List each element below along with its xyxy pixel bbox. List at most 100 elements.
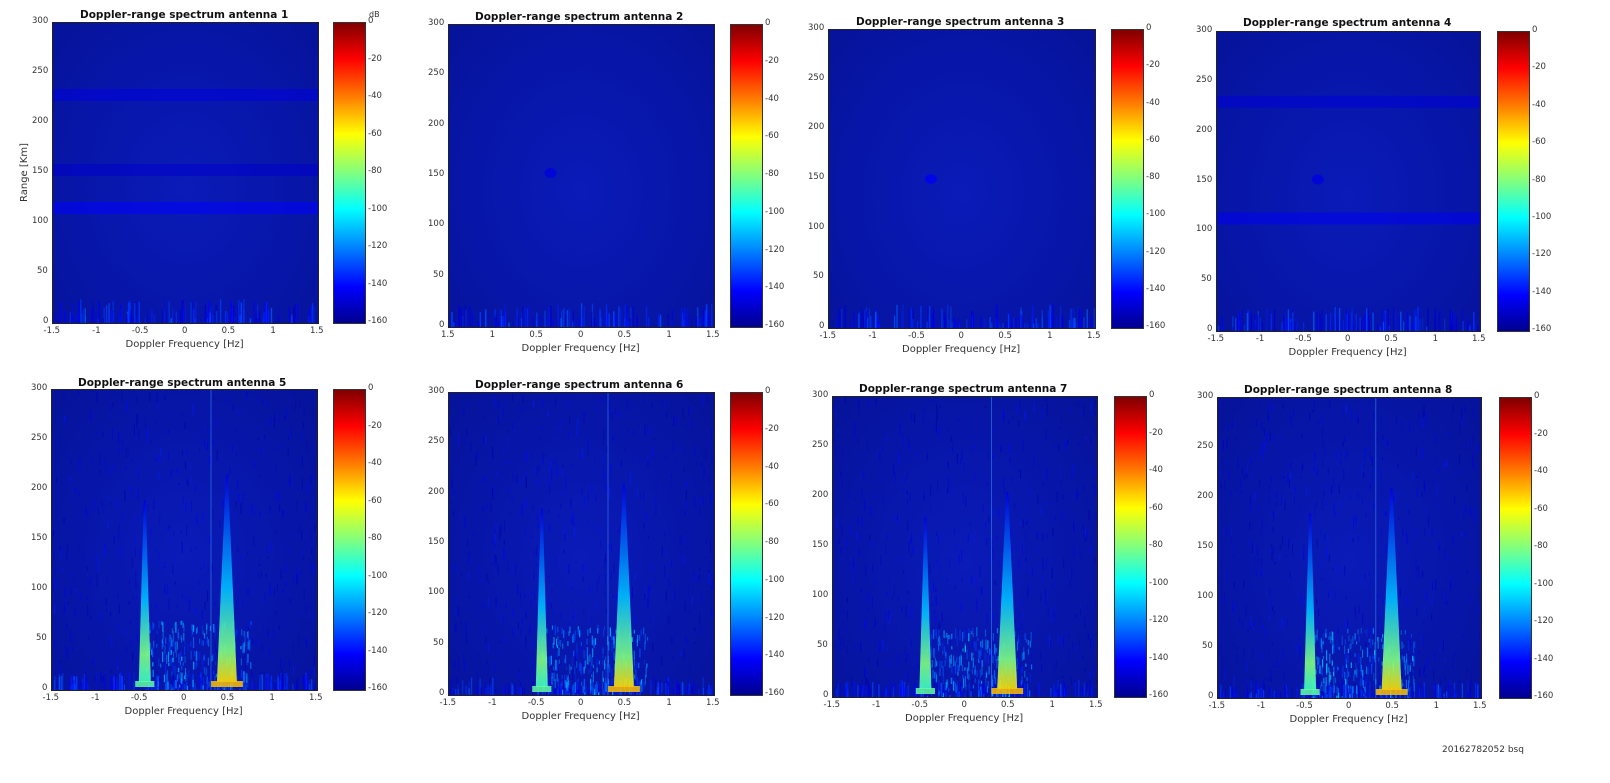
clutter-streak [1339, 308, 1340, 331]
noise-speckle [264, 672, 265, 677]
clutter-streak [508, 323, 509, 328]
clutter-streak [276, 685, 277, 690]
noise-speckle [167, 584, 168, 595]
noise-speckle [1223, 440, 1224, 452]
sea-echo-cloud [996, 659, 997, 669]
clutter-streak [1251, 315, 1252, 331]
sea-echo-cloud [645, 675, 646, 685]
noise-speckle [250, 638, 251, 643]
noise-speckle [538, 465, 539, 472]
sea-echo-cloud [974, 670, 975, 676]
colorbar [1114, 396, 1147, 698]
noise-speckle [635, 615, 636, 624]
noise-speckle [982, 588, 983, 596]
noise-speckle [156, 634, 157, 642]
sea-echo-cloud [1348, 636, 1349, 642]
noise-speckle [664, 565, 665, 577]
clutter-streak [561, 690, 562, 695]
clutter-streak [291, 315, 292, 323]
clutter-streak [588, 689, 589, 695]
noise-speckle [53, 551, 54, 555]
clutter-streak [1296, 325, 1297, 331]
range-band [1217, 96, 1480, 108]
noise-speckle [455, 607, 456, 618]
sea-echo-cloud [968, 633, 969, 641]
clutter-streak [271, 308, 272, 323]
clutter-streak [241, 303, 242, 324]
noise-speckle [1088, 510, 1089, 520]
noise-speckle [1412, 473, 1413, 481]
noise-speckle [687, 638, 688, 646]
clutter-streak [468, 688, 469, 695]
clutter-streak [195, 319, 196, 323]
noise-speckle [606, 609, 607, 613]
noise-speckle [1232, 688, 1233, 695]
noise-speckle [191, 501, 192, 511]
noise-speckle [1218, 578, 1219, 581]
noise-speckle [113, 559, 114, 562]
sea-echo-cloud [985, 639, 986, 649]
noise-speckle [510, 513, 511, 516]
heatmap-plot-area [1216, 31, 1481, 332]
noise-speckle [111, 638, 112, 647]
noise-speckle [1322, 485, 1323, 489]
noise-speckle [106, 599, 107, 606]
noise-speckle [76, 614, 77, 617]
noise-speckle [961, 577, 962, 583]
sea-echo-cloud [557, 636, 558, 640]
noise-speckle [477, 451, 478, 460]
noise-speckle [1003, 478, 1004, 488]
clutter-streak [1414, 310, 1415, 331]
sea-echo-cloud [187, 686, 188, 690]
noise-speckle [54, 604, 55, 614]
noise-speckle [1263, 625, 1264, 628]
noise-speckle [1450, 685, 1451, 691]
noise-speckle [602, 541, 603, 545]
noise-speckle [1436, 459, 1437, 461]
clutter-streak [1453, 690, 1454, 698]
noise-speckle [137, 633, 138, 641]
heatmap-plot-area [1217, 397, 1482, 699]
noise-speckle [199, 448, 200, 453]
clutter-streak [286, 673, 287, 691]
noise-speckle [68, 601, 69, 604]
heatmap-svg [1217, 32, 1480, 331]
x-tick-label: 0.5 [1385, 701, 1399, 711]
noise-speckle [144, 417, 145, 420]
noise-speckle [634, 574, 635, 579]
noise-speckle [1014, 502, 1015, 509]
noise-speckle [846, 629, 847, 631]
sea-echo-cloud [986, 654, 987, 665]
noise-speckle [920, 534, 921, 539]
noise-speckle [1073, 519, 1074, 530]
clutter-streak [1369, 315, 1370, 331]
noise-speckle [1355, 515, 1356, 525]
noise-speckle [492, 539, 493, 544]
sea-echo-cloud [1362, 650, 1363, 658]
sea-echo-cloud [593, 671, 594, 682]
noise-speckle [1364, 675, 1365, 681]
noise-speckle [1291, 462, 1292, 465]
clutter-streak [1075, 681, 1076, 697]
colorbar-tick-label: -100 [1532, 212, 1551, 222]
noise-speckle [1272, 406, 1273, 410]
noise-speckle [195, 485, 196, 494]
noise-speckle [1034, 402, 1035, 413]
noise-speckle [851, 557, 852, 562]
clutter-streak [601, 684, 602, 695]
noise-speckle [239, 410, 240, 417]
noise-speckle [253, 673, 254, 680]
noise-speckle [1042, 482, 1043, 486]
sea-echo-cloud [177, 642, 178, 650]
colorbar-tick-label: -140 [1534, 654, 1553, 664]
noise-speckle [1260, 401, 1261, 405]
noise-speckle [1445, 549, 1446, 560]
colorbar-tick-label: -80 [368, 166, 382, 176]
y-tick-label: 0 [1208, 691, 1213, 701]
noise-speckle [1384, 602, 1385, 604]
noise-speckle [1339, 682, 1340, 692]
clutter-streak [984, 319, 985, 328]
noise-speckle [1290, 463, 1291, 469]
noise-speckle [887, 647, 888, 651]
clutter-streak [1418, 682, 1419, 698]
